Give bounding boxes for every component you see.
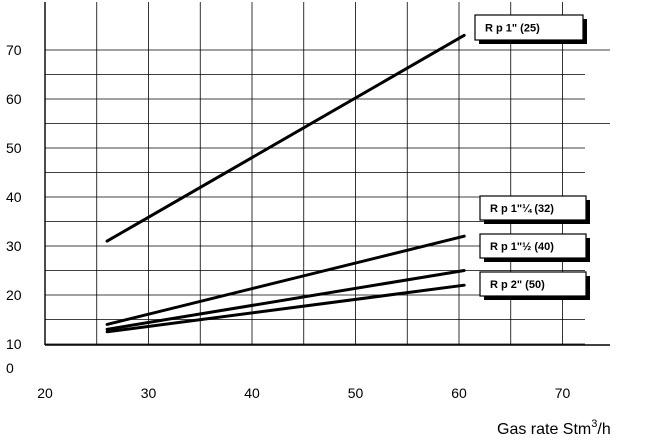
legend-label: R p 1" (25) <box>485 23 540 35</box>
x-axis-label-superscript: 3 <box>591 418 597 430</box>
legend-box-2: R p 1"½ (40) <box>479 233 590 262</box>
legend-box-frame <box>479 233 587 259</box>
y-tick-label: 60 <box>6 91 22 107</box>
series-line-3 <box>105 283 466 334</box>
legend-boxes: R p 1" (25) R p 1"¼ (32) R p 1"½ (40) R p 2… <box>474 14 590 300</box>
x-tick-label: 40 <box>244 385 260 401</box>
x-tick-label: 50 <box>348 385 364 401</box>
x-axis-label-text: Gas rate Stm <box>497 421 591 438</box>
x-tick-label: 70 <box>555 385 571 401</box>
y-tick-label: 40 <box>6 189 22 205</box>
legend-box-3: R p 2" (50) <box>479 271 590 300</box>
series-lines <box>105 33 466 334</box>
y-tick-label: 0 <box>6 360 14 376</box>
x-axis-label: Gas rate Stm3/h <box>497 418 611 438</box>
legend-label: R p 2" (50) <box>490 279 545 291</box>
legend-label: R p 1"¼ (32) <box>490 203 554 215</box>
series-line-1 <box>105 234 466 326</box>
x-tick-label: 20 <box>37 385 53 401</box>
legend-box-frame <box>479 195 587 221</box>
y-tick-label: 10 <box>6 336 22 352</box>
y-tick-label: 20 <box>6 287 22 303</box>
tick-labels: 70 60 50 40 30 20 10 0 20 30 40 50 60 70 <box>6 42 570 401</box>
legend-box-frame <box>474 14 584 41</box>
legend-box-frame <box>479 271 587 297</box>
axes <box>44 2 610 346</box>
series-line-2 <box>105 269 466 331</box>
y-tick-label: 50 <box>6 140 22 156</box>
grid <box>45 2 610 345</box>
y-tick-label: 30 <box>6 238 22 254</box>
series-line-0 <box>105 33 466 243</box>
x-tick-label: 30 <box>141 385 157 401</box>
y-tick-label: 70 <box>6 42 22 58</box>
legend-box-1: R p 1"¼ (32) <box>479 195 590 224</box>
x-tick-label: 60 <box>451 385 467 401</box>
legend-box-0: R p 1" (25) <box>474 14 587 44</box>
x-axis-label-suffix: /h <box>597 421 610 438</box>
legend-label: R p 1"½ (40) <box>490 241 554 253</box>
